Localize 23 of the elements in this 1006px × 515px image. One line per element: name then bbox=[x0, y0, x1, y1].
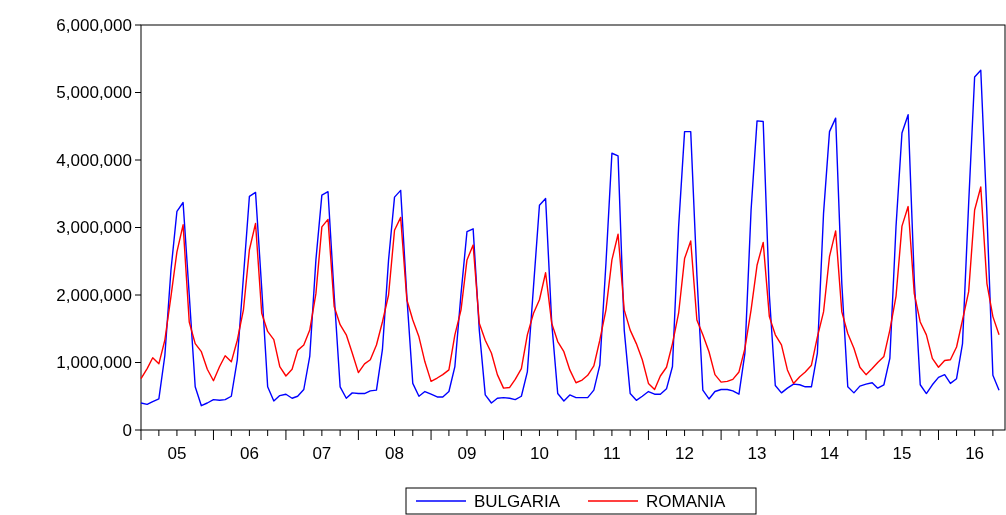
x-tick-label: 10 bbox=[529, 444, 549, 463]
y-tick-label: 3,000,000 bbox=[56, 218, 132, 238]
y-tick-label: 4,000,000 bbox=[56, 150, 132, 170]
x-tick-label: 14 bbox=[820, 444, 839, 463]
x-tick-label: 09 bbox=[457, 444, 477, 463]
x-tick-label: 13 bbox=[747, 444, 767, 463]
y-tick-label: 0 bbox=[122, 420, 132, 440]
x-tick-label: 06 bbox=[239, 444, 259, 463]
y-tick-label: 2,000,000 bbox=[56, 285, 132, 305]
x-tick-label: 05 bbox=[167, 444, 187, 463]
x-tick-label: 08 bbox=[385, 444, 404, 463]
x-tick-label: 12 bbox=[675, 444, 695, 463]
y-tick-label: 6,000,000 bbox=[56, 15, 132, 35]
line-series bbox=[140, 69, 1000, 407]
y-tick-label: 1,000,000 bbox=[56, 353, 132, 373]
y-tick-label: 5,000,000 bbox=[56, 83, 132, 103]
line-series bbox=[140, 186, 1000, 391]
x-tick-label: 07 bbox=[312, 444, 332, 463]
x-tick-label: 16 bbox=[965, 444, 985, 463]
legend-label: ROMANIA bbox=[646, 491, 726, 511]
x-tick-label: 15 bbox=[892, 444, 912, 463]
legend-label: BULGARIA bbox=[474, 491, 561, 511]
x-tick-label: 11 bbox=[603, 444, 621, 463]
